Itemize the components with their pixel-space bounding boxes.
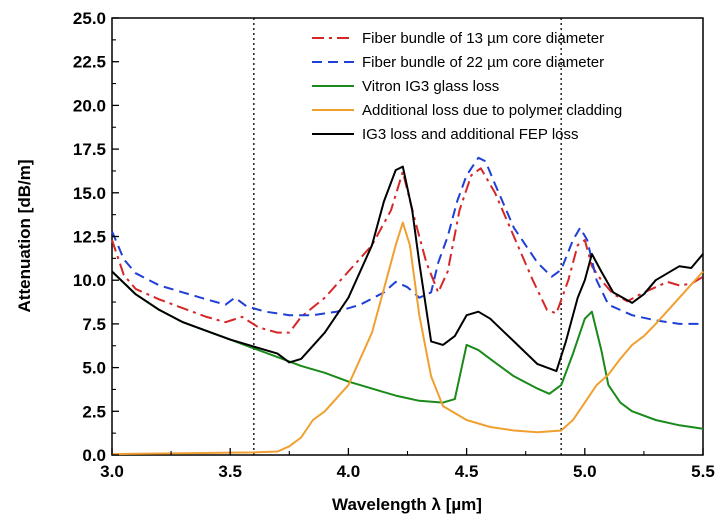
y-tick-label-10: 25.0	[73, 9, 106, 28]
y-tick-label-7: 17.5	[73, 140, 106, 159]
legend-label-0: Fiber bundle of 13 µm core diameter	[362, 30, 604, 47]
y-tick-label-5: 12.5	[73, 228, 106, 247]
y-tick-label-8: 20.0	[73, 96, 106, 115]
y-tick-label-6: 15.0	[73, 184, 106, 203]
legend-label-3: Additional loss due to polymer cladding	[362, 102, 622, 119]
legend: Fiber bundle of 13 µm core diameter Fiber…	[312, 30, 622, 143]
x-tick-label-5: 5.5	[691, 462, 715, 481]
series-line-2	[111, 270, 704, 430]
x-tick-label-3: 4.5	[455, 462, 479, 481]
y-axis-title: Attenuation [dB/m]	[15, 160, 34, 313]
x-tick-label-1: 3.5	[218, 462, 242, 481]
x-axis-title: Wavelength λ [µm]	[332, 495, 482, 514]
legend-label-2: Vitron IG3 glass loss	[362, 78, 499, 95]
series-layer	[111, 156, 704, 456]
legend-label-4: IG3 loss and additional FEP loss	[362, 126, 579, 143]
y-tick-label-0: 0.0	[82, 446, 106, 465]
axes: 3.0 3.5 4.0 4.5 5.0 5.5 0.0 2.5 5.0 7.5 10.0 12.5 15…	[73, 9, 715, 481]
y-tick-label-9: 22.5	[73, 53, 106, 72]
x-tick-label-2: 4.0	[337, 462, 361, 481]
x-tick-label-0: 3.0	[100, 462, 124, 481]
series-line-4	[111, 165, 704, 373]
y-tick-label-3: 7.5	[82, 315, 106, 334]
y-tick-label-4: 10.0	[73, 271, 106, 290]
series-line-3	[111, 221, 704, 456]
y-tick-label-1: 2.5	[82, 402, 106, 421]
series-line-1	[111, 156, 703, 325]
series-line-0	[111, 167, 704, 334]
x-tick-label-4: 5.0	[573, 462, 597, 481]
legend-label-1: Fiber bundle of 22 µm core diameter	[362, 54, 604, 71]
y-tick-label-2: 5.0	[82, 359, 106, 378]
